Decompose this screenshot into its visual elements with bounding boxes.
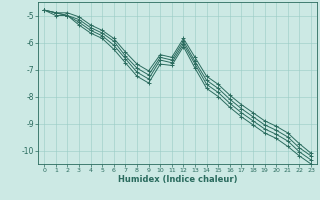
X-axis label: Humidex (Indice chaleur): Humidex (Indice chaleur) (118, 175, 237, 184)
